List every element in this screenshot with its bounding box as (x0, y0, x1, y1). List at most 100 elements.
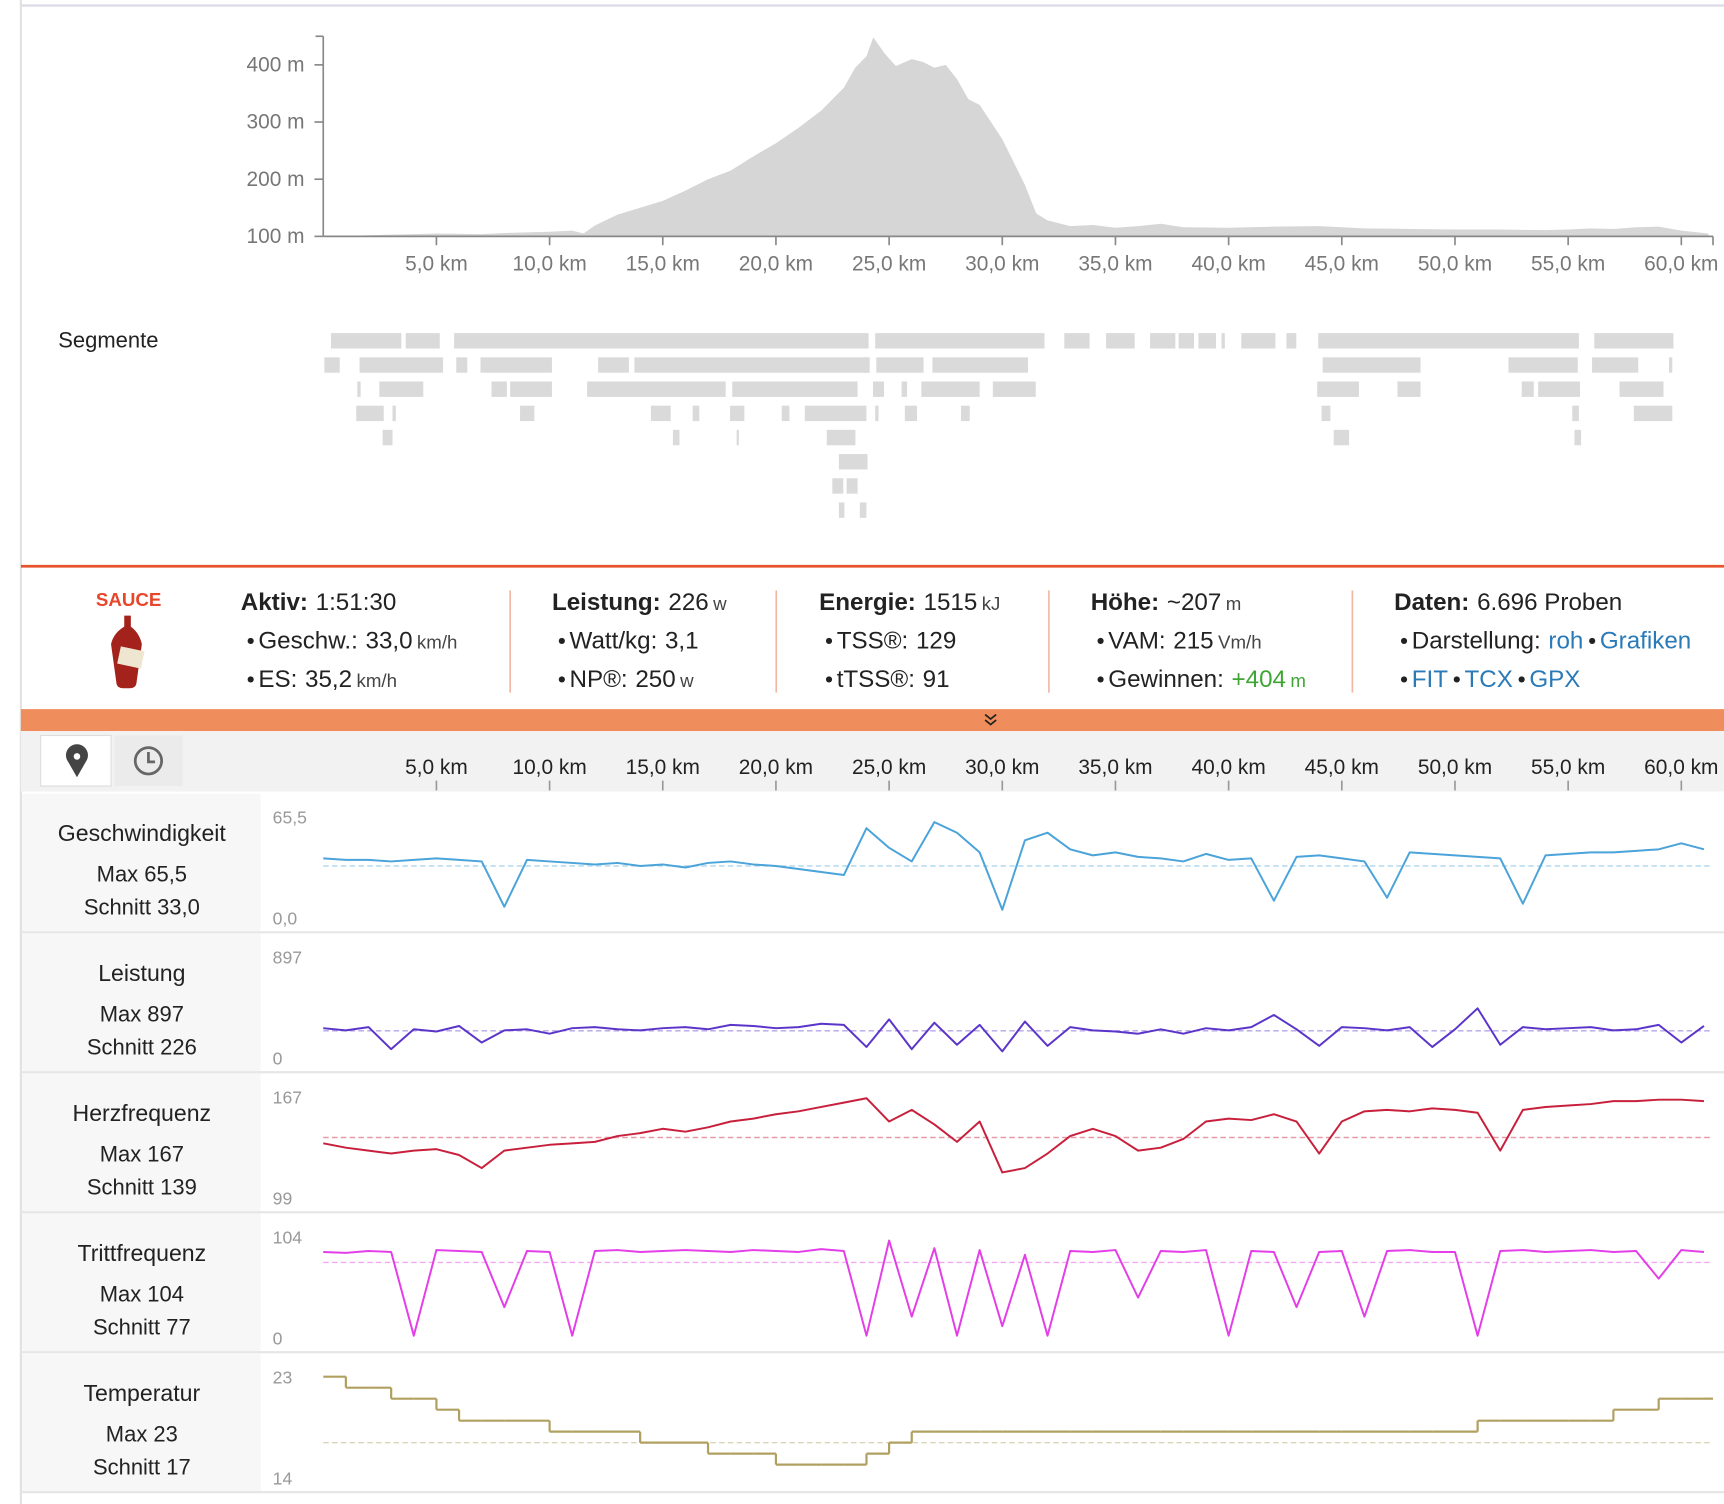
segment (598, 357, 629, 373)
series-line (323, 1097, 1705, 1174)
item-value: 33,0 (366, 628, 413, 655)
segment (1572, 405, 1579, 422)
segment (921, 381, 980, 397)
expand-bar[interactable] (20, 709, 1724, 732)
x-tick-label: 5,0 km (405, 252, 468, 275)
bullet (1097, 637, 1104, 645)
series-max: Max 23 (106, 1422, 178, 1447)
segment (846, 478, 858, 494)
pin-icon (65, 744, 88, 778)
item-label: TSS®: (837, 628, 909, 655)
row-label-bg (21, 1073, 261, 1212)
segment (1508, 357, 1578, 373)
stat-label: Leistung: (552, 589, 661, 616)
item-label: Darstellung: (1412, 628, 1541, 655)
x-tick-label: 30,0 km (965, 252, 1039, 275)
item-label: Geschw.: (258, 628, 357, 655)
segment (901, 381, 908, 397)
item-value: 250 (635, 666, 675, 693)
stat-label: Aktiv: (241, 589, 308, 616)
segment (730, 405, 745, 422)
segment (480, 357, 552, 373)
stat-unit: w (712, 593, 727, 614)
segment (634, 357, 869, 373)
series-line (323, 1007, 1705, 1053)
segment (357, 381, 361, 397)
segment (736, 429, 739, 446)
segment (992, 381, 1036, 397)
segment (650, 405, 671, 422)
series-max: Max 104 (100, 1282, 184, 1307)
logo-label (117, 646, 145, 669)
clock-icon (133, 746, 163, 776)
bullet (1400, 676, 1408, 683)
segment (1198, 333, 1217, 349)
segment (859, 502, 867, 518)
item-unit: w (679, 670, 694, 691)
series-name: Herzfrequenz (73, 1100, 212, 1126)
segment (491, 381, 507, 397)
segment (1594, 333, 1674, 349)
segments-label: Segmente (58, 327, 158, 352)
x-tick-label: 45,0 km (1305, 756, 1379, 779)
segment (838, 454, 868, 470)
series-name: Geschwindigkeit (58, 820, 227, 846)
x-tick-label: 10,0 km (512, 756, 586, 779)
segment (1592, 357, 1639, 373)
segment (454, 333, 869, 349)
segment (1521, 381, 1534, 397)
x-tick-label: 50,0 km (1418, 252, 1492, 275)
link[interactable]: roh (1548, 628, 1583, 655)
y-tick-label: 897 (273, 947, 302, 967)
bullet (1097, 676, 1104, 683)
x-tick-label: 30,0 km (965, 756, 1039, 779)
toolbar (20, 731, 1724, 792)
segment (1333, 429, 1350, 446)
segment (520, 405, 535, 422)
segment (379, 381, 424, 397)
bullet (247, 637, 254, 645)
segment (826, 429, 856, 446)
item-unit: m (1290, 670, 1306, 691)
y-tick-label: 0,0 (273, 909, 298, 929)
y-tick-label: 0 (273, 1328, 283, 1348)
x-tick-label: 55,0 km (1531, 756, 1605, 779)
x-tick-label: 35,0 km (1078, 756, 1152, 779)
segment (1221, 333, 1225, 349)
segment (1178, 333, 1195, 349)
link[interactable]: FIT (1412, 666, 1448, 693)
stat-unit: kJ (982, 593, 1001, 614)
bullet (1589, 637, 1596, 645)
expand-chevron[interactable] (984, 713, 997, 726)
segment (1286, 333, 1297, 349)
segment (960, 405, 970, 422)
series-max: Max 897 (100, 1002, 184, 1027)
item-value: +404 (1232, 666, 1286, 693)
x-tick-label: 25,0 km (852, 756, 926, 779)
series-mean: Schnitt 77 (93, 1315, 191, 1340)
y-tick-label: 65,5 (273, 807, 307, 827)
stat-value: ~207 (1167, 589, 1221, 616)
x-tick-label: 60,0 km (1644, 252, 1718, 275)
segment (875, 333, 1045, 349)
link[interactable]: GPX (1529, 666, 1580, 693)
stat-value: 1:51:30 (316, 589, 397, 616)
stat-label: Höhe: (1091, 589, 1159, 616)
x-tick-label: 20,0 km (739, 756, 813, 779)
link[interactable]: Grafiken (1600, 628, 1691, 655)
segment (330, 333, 402, 349)
item-value: 35,2 (305, 666, 352, 693)
segment (1106, 333, 1135, 349)
item-value: 3,1 (665, 628, 699, 655)
bullet (558, 637, 565, 645)
segment (904, 405, 917, 422)
segment (838, 502, 845, 518)
bullet (558, 676, 565, 683)
segment (359, 357, 444, 373)
segment (405, 333, 440, 349)
segment (804, 405, 867, 422)
link[interactable]: TCX (1464, 666, 1512, 693)
item-label: Gewinnen: (1108, 666, 1224, 693)
segment (1538, 381, 1580, 397)
